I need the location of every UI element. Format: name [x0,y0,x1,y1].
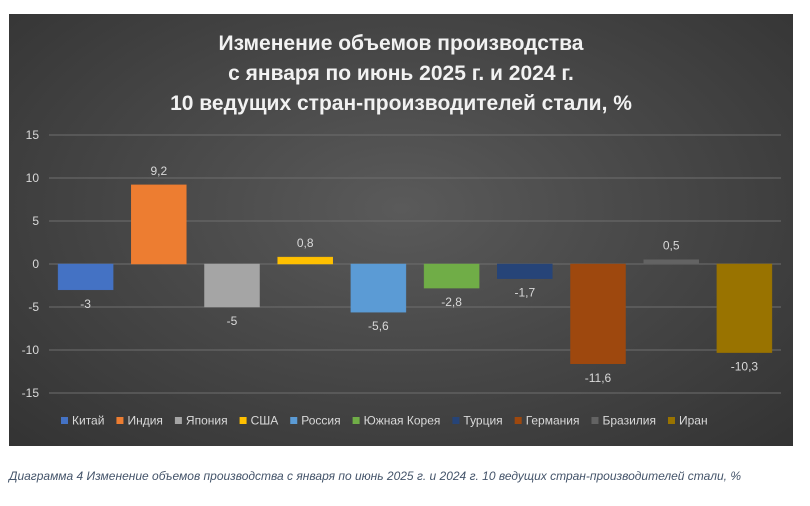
legend-swatch [239,417,247,424]
bar-item-1 [57,263,114,291]
chart-area: Изменение объемов производства с января п… [9,14,793,446]
legend-swatch [591,417,599,424]
steel-production-chart: Изменение объемов производства с января п… [22,32,781,428]
y-tick-label: -15 [22,386,40,400]
data-label: 0,8 [297,236,314,250]
bar-item-10 [716,263,773,353]
bar-item-6 [423,263,480,289]
legend-label: Турция [463,414,502,428]
legend-label: США [251,414,279,428]
data-label: -11,6 [585,371,612,385]
data-label: 0,5 [663,239,680,253]
bar-item-9 [643,259,699,265]
legend-label: Германия [526,414,580,428]
y-tick-label: -5 [28,300,39,314]
data-label: 9,2 [150,164,167,178]
data-label: -1,7 [514,286,535,300]
bar-item-8 [570,263,626,365]
chart-title-line-2: с января по июнь 2025 г. и 2024 г. [228,62,574,85]
data-label: -2,8 [441,295,462,309]
bar-item-5 [350,263,407,313]
legend-label: Индия [127,414,162,428]
legend-label: Южная Корея [364,414,441,428]
data-label: -5 [227,314,238,328]
bar-item-3 [204,263,260,308]
y-tick-label: 15 [26,128,40,142]
legend-label: Китай [72,414,104,428]
chart-title-line-1: Изменение объемов производства [219,32,584,55]
legend-swatch [174,417,182,424]
legend-label: Япония [186,414,228,428]
y-tick-label: 0 [32,257,39,271]
y-tick-label: -10 [22,343,40,357]
legend-swatch [352,417,360,424]
legend-swatch [61,417,68,424]
legend-label: Бразилия [602,414,656,428]
data-label: -3 [80,297,91,311]
legend-swatch [667,417,675,424]
bar-item-2 [131,184,187,265]
figure-caption: Диаграмма 4 Изменение объемов производст… [9,469,741,483]
data-label: -10,3 [731,360,759,374]
legend-label: Россия [301,414,340,428]
bar-item-7 [497,263,553,279]
legend-swatch [116,417,124,424]
bar-item-4 [277,256,333,265]
legend-swatch [452,417,460,424]
data-label: -5,6 [368,319,389,333]
chart-title-line-3: 10 ведущих стран-производителей стали, % [170,92,632,115]
y-tick-label: 5 [32,214,39,228]
legend-swatch [290,417,298,424]
legend-swatch [514,417,522,424]
legend-label: Иран [679,414,708,428]
y-tick-label: 10 [26,171,40,185]
